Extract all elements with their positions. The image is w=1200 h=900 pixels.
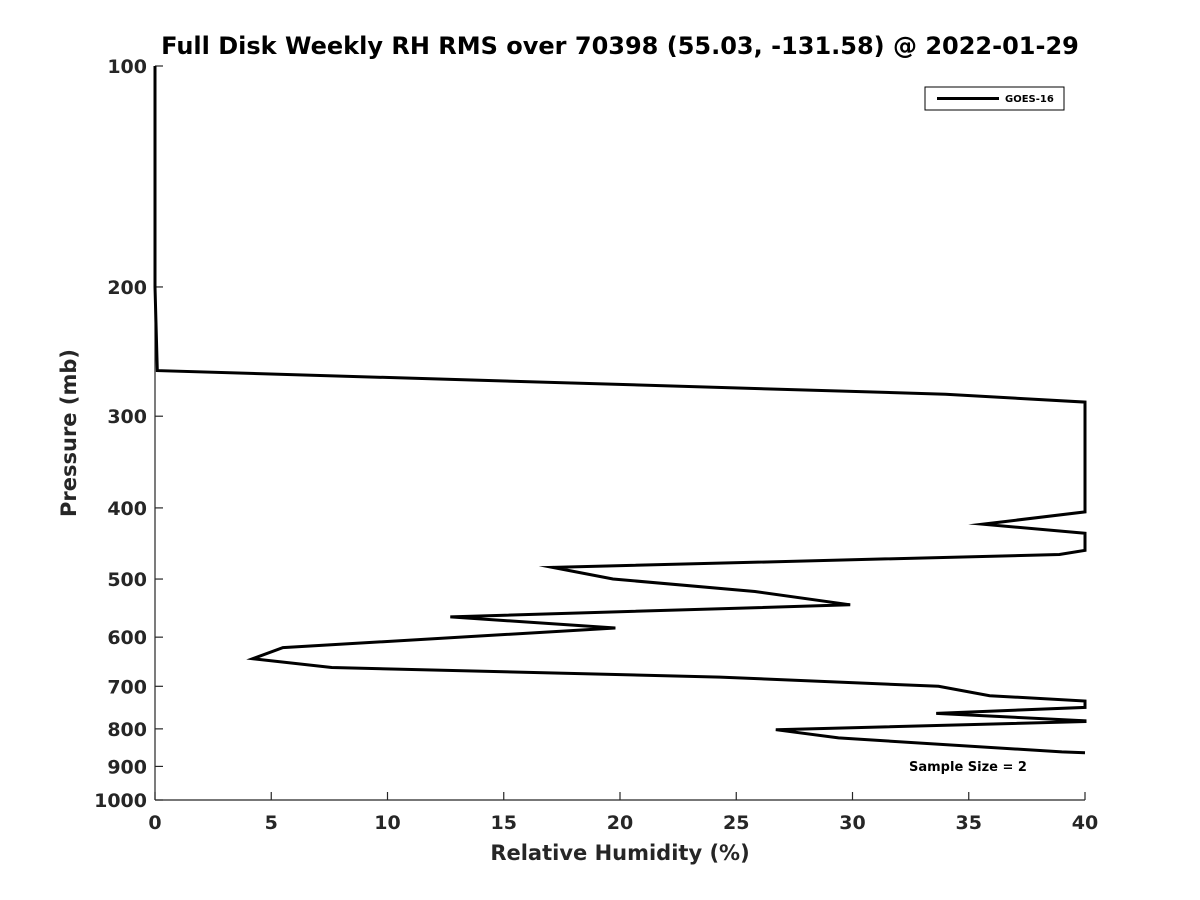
- x-tick-label: 15: [491, 812, 517, 834]
- x-tick-label: 35: [956, 812, 982, 834]
- legend: GOES-16: [924, 86, 1065, 111]
- series-line-goes-16: [153, 66, 1087, 755]
- y-tick-label: 600: [107, 627, 147, 649]
- y-tick-label: 700: [107, 676, 147, 698]
- y-tick-label: 100: [107, 56, 147, 78]
- x-ticks: 0 5 10 15 20 25 30 35 40: [148, 792, 1098, 834]
- x-tick-label: 0: [148, 812, 161, 834]
- legend-label-goes-16: GOES-16: [1005, 94, 1054, 105]
- y-tick-label: 1000: [94, 790, 147, 812]
- y-axis-label: Pressure (mb): [57, 349, 81, 517]
- chart-title: Full Disk Weekly RH RMS over 70398 (55.0…: [161, 32, 1079, 60]
- x-tick-label: 40: [1072, 812, 1098, 834]
- x-tick-label: 20: [607, 812, 633, 834]
- series-layer: [153, 66, 1087, 755]
- y-ticks: 100 200 300 400 500 600 700 800 900 1000: [94, 56, 163, 812]
- y-tick-label: 900: [107, 756, 147, 778]
- x-axis-label: Relative Humidity (%): [490, 841, 749, 865]
- x-tick-label: 30: [839, 812, 865, 834]
- x-tick-label: 5: [265, 812, 278, 834]
- sample-size-annotation: Sample Size = 2: [909, 760, 1027, 775]
- y-tick-label: 800: [107, 719, 147, 741]
- y-tick-label: 400: [107, 498, 147, 520]
- y-tick-label: 200: [107, 277, 147, 299]
- y-tick-label: 500: [107, 569, 147, 591]
- x-tick-label: 25: [723, 812, 749, 834]
- y-tick-label: 300: [107, 406, 147, 428]
- x-tick-label: 10: [374, 812, 400, 834]
